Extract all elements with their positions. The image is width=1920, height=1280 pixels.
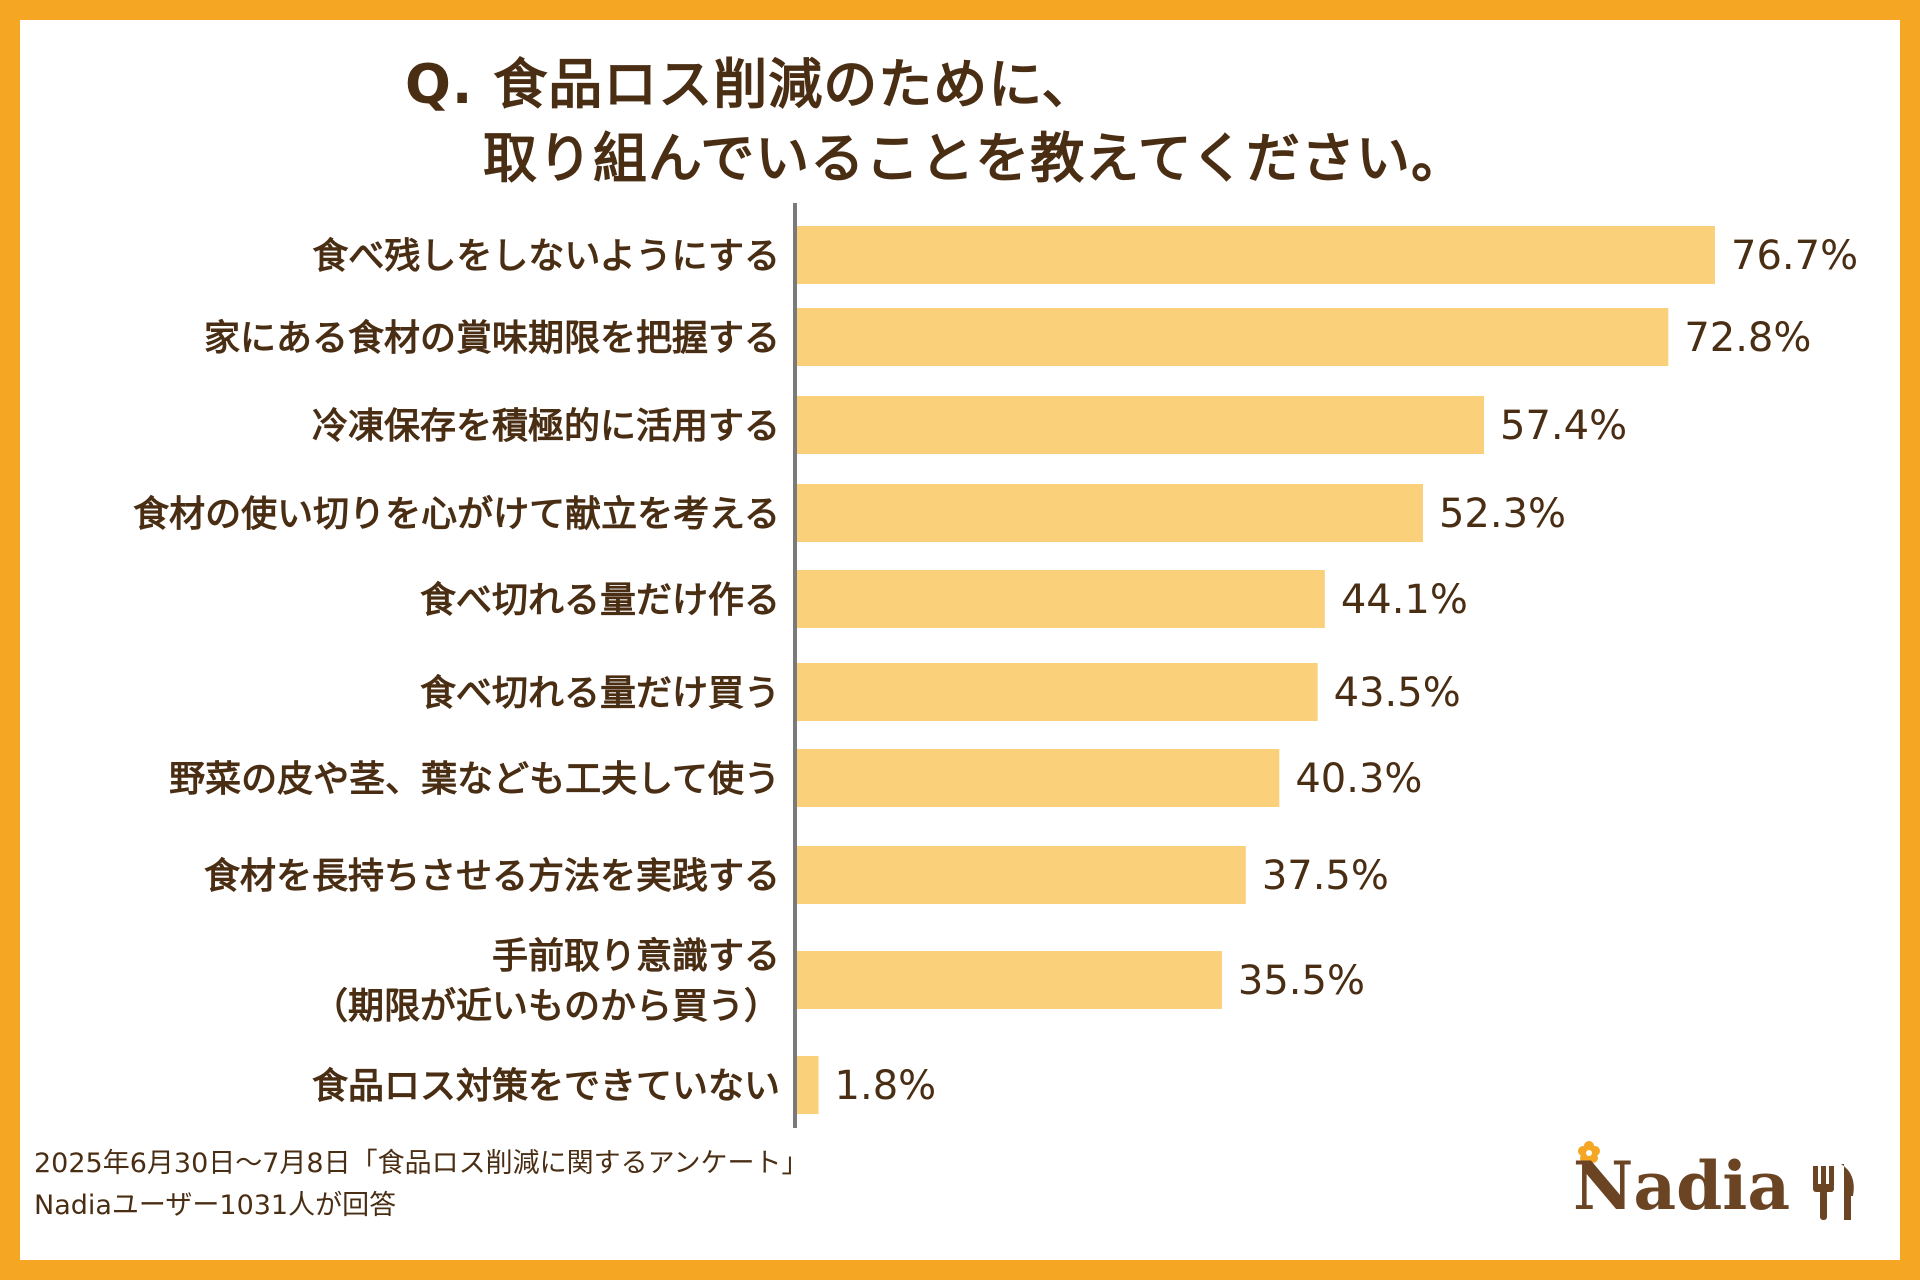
bar [797, 226, 1715, 284]
title-line-1: Q. 食品ロス削減のために、 [405, 53, 1097, 116]
bar [797, 570, 1325, 628]
bar [797, 951, 1222, 1009]
bar [797, 663, 1318, 721]
data-label: 52.3% [1439, 491, 1566, 537]
category-label: 食べ残しをしないようにする [312, 236, 780, 277]
category-label: 食べ切れる量だけ買う [420, 673, 780, 714]
category-label: （期限が近いものから買う） [312, 986, 780, 1027]
data-label: 35.5% [1238, 958, 1365, 1004]
nadia-logo: Nadia [1565, 1140, 1865, 1230]
data-label: 1.8% [835, 1063, 937, 1109]
data-label: 44.1% [1341, 577, 1468, 623]
cutlery-icon [1813, 1164, 1854, 1220]
bar [797, 396, 1485, 454]
flower-icon [1578, 1141, 1600, 1163]
bar [797, 749, 1280, 807]
category-label: 食べ切れる量だけ作る [420, 580, 780, 621]
source-line-2: Nadiaユーザー1031人が回答 [34, 1190, 397, 1221]
logo-wordmark: Nadia [1573, 1147, 1791, 1225]
survey-source: 2025年6月30日〜7月8日「食品ロス削減に関するアンケート」 Nadiaユー… [34, 1143, 809, 1227]
category-label: 食材を長持ちさせる方法を実践する [204, 856, 780, 897]
category-label: 手前取り意識する [492, 936, 780, 977]
bar [797, 1056, 819, 1114]
logo-graphic [1578, 1141, 1854, 1220]
title-line-2: 取り組んでいることを教えてください。 [483, 127, 1466, 190]
bar [797, 846, 1246, 904]
category-label: 野菜の皮や茎、葉なども工夫して使う [169, 759, 780, 800]
chart-title: Q. 食品ロス削減のために、 取り組んでいることを教えてください。 [405, 48, 1466, 196]
category-label: 食品ロス対策をできていない [312, 1066, 780, 1107]
data-label: 37.5% [1262, 853, 1389, 899]
bar [797, 308, 1669, 366]
category-label: 冷凍保存を積極的に活用する [312, 406, 780, 447]
data-label: 40.3% [1295, 756, 1422, 802]
category-label: 家にある食材の賞味期限を把握する [204, 318, 780, 359]
source-line-1: 2025年6月30日〜7月8日「食品ロス削減に関するアンケート」 [34, 1148, 809, 1179]
data-label: 43.5% [1334, 670, 1461, 716]
category-label: 食材の使い切りを心がけて献立を考える [133, 494, 780, 535]
bar [797, 484, 1423, 542]
data-label: 57.4% [1500, 403, 1627, 449]
data-label: 76.7% [1731, 233, 1858, 279]
data-label: 72.8% [1684, 315, 1811, 361]
